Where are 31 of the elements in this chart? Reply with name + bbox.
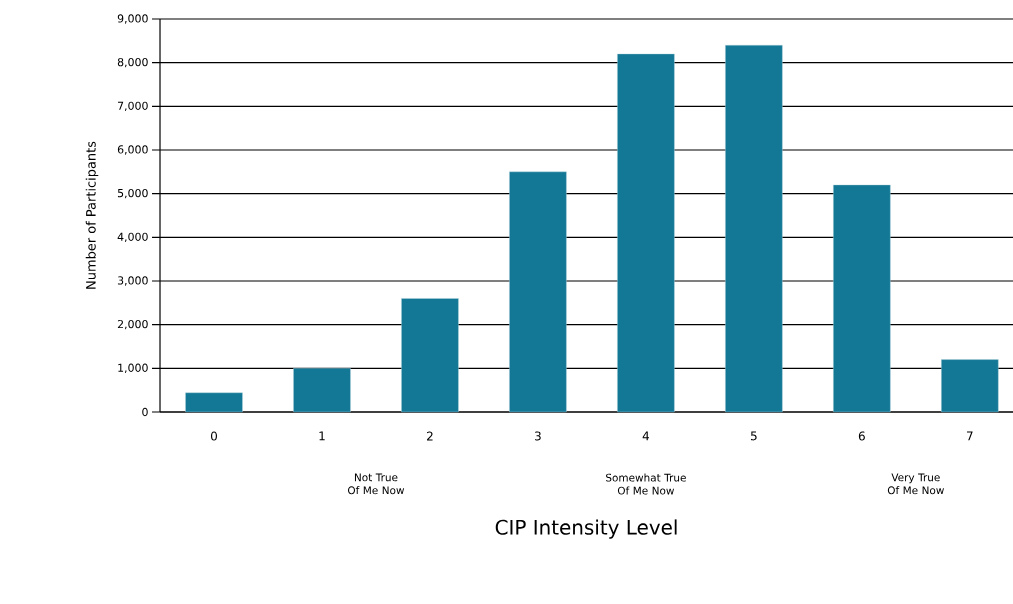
x-tick-label: 7	[967, 431, 973, 441]
y-tick-label: 1,000	[118, 363, 148, 374]
y-tick-label: 6,000	[117, 145, 148, 155]
y-tick-label: 8,000	[117, 57, 148, 68]
x-tick-label: 0	[210, 431, 218, 441]
bar	[941, 359, 999, 413]
y-tick-label: 9,000	[117, 14, 148, 24]
bar	[725, 44, 783, 413]
bar	[293, 368, 351, 413]
x-tick-label: 4	[642, 431, 650, 441]
bar	[617, 53, 675, 413]
y-tick-label: 7,000	[118, 101, 148, 112]
bar	[833, 184, 891, 413]
text: Somewhat True Of Me Now	[606, 473, 686, 495]
y-tick-label: 4,000	[117, 232, 148, 243]
y-tick-label: 0	[142, 407, 148, 417]
x-tick-label: 1	[319, 431, 325, 441]
x-axis-title: CIP Intensity Level	[495, 519, 677, 539]
y-tick-label: 5,000	[117, 188, 148, 199]
x-tick-label: 2	[427, 431, 433, 441]
y-axis-title: Number of Participants	[85, 141, 99, 289]
x-tick-label: 3	[535, 431, 541, 441]
bar	[509, 171, 567, 413]
bar	[185, 392, 243, 413]
bar	[401, 298, 459, 413]
text: Very True Of Me Now	[887, 473, 944, 495]
x-tick-label: 5	[750, 431, 757, 441]
y-tick-label: 2,000	[117, 319, 148, 330]
x-tick-label: 6	[858, 431, 865, 441]
y-tick-label: 3,000	[117, 276, 148, 286]
text: Not True Of Me Now	[347, 473, 405, 495]
